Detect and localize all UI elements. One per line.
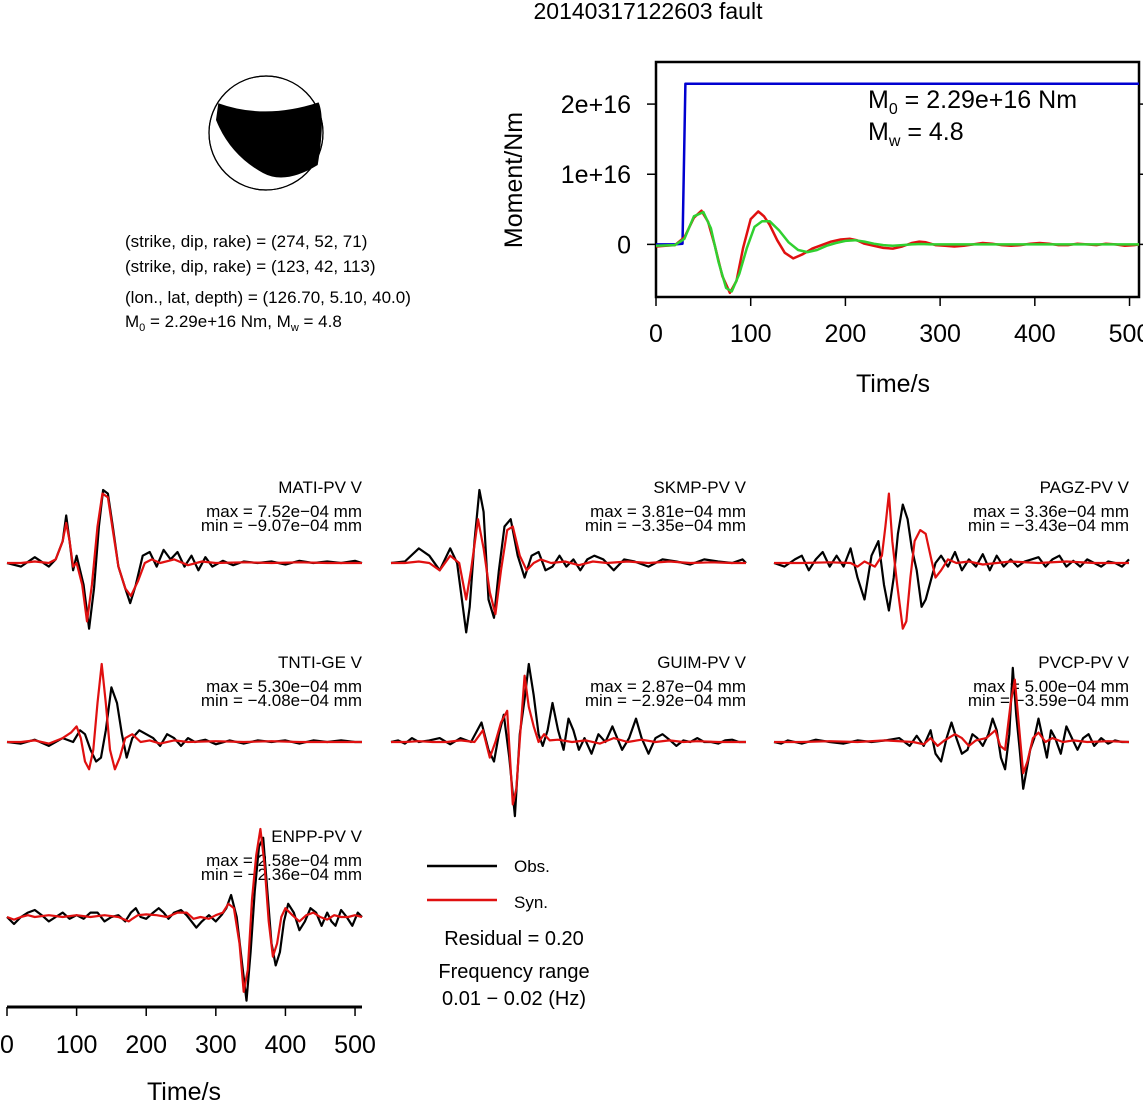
moment-prefix: M: [125, 312, 139, 331]
waveform-xlabel: Time/s: [147, 1078, 221, 1103]
mw-value: = 4.8: [900, 118, 963, 146]
beachball-icon: [208, 75, 324, 191]
m0-value: = 2.29e+16 Nm: [898, 86, 1077, 114]
station-min: min = −2.92e−04 mm: [585, 691, 746, 710]
station-max: max = 2.87e−04 mm: [590, 677, 746, 696]
frequency-range: 0.01 − 0.02 (Hz): [442, 988, 586, 1010]
mw-sub: w: [290, 322, 299, 334]
mw-label: M: [868, 118, 889, 146]
source-moment: M0 = 2.29e+16 Nm, Mw = 4.8: [125, 312, 342, 334]
residual-text: Residual = 0.20: [444, 928, 584, 950]
moment-xtick-label: 400: [1014, 320, 1056, 348]
mw-suffix: = 4.8: [299, 312, 342, 331]
moment-xlabel: Time/s: [856, 370, 930, 398]
moment-ytick-label: 2e+16: [561, 91, 631, 119]
synthetic-rate-line: [655, 209, 1140, 295]
source-rate-line: [655, 210, 1139, 293]
synthetic-trace: [774, 678, 1130, 775]
station-min: min = −3.59e−04 mm: [968, 691, 1129, 710]
nodal-plane-2: (strike, dip, rake) = (123, 42, 113): [125, 257, 376, 276]
moment-plot: 0 100 200 300 400 500 0 1e+16 2e+16 Moment/Nm Ti…: [500, 60, 1143, 398]
time-axis-tick-label: 500: [334, 1031, 376, 1059]
station-name: TNTI-GE V: [278, 653, 363, 672]
moment-xtick-label: 200: [825, 320, 867, 348]
time-axis-tick-label: 400: [265, 1031, 307, 1059]
source-location: (lon., lat, depth) = (126.70, 5.10, 40.0…: [125, 288, 411, 307]
moment-xtick-label: 300: [919, 320, 961, 348]
station-name: PAGZ-PV V: [1040, 478, 1130, 497]
frequency-label: Frequency range: [438, 961, 589, 983]
m0-label: M: [868, 86, 889, 114]
synthetic-trace: [774, 492, 1129, 630]
synthetic-trace: [391, 674, 746, 806]
station-min: min = −3.35e−04 mm: [585, 516, 746, 535]
moment-xtick-label: 500: [1109, 320, 1143, 348]
station-max: max = 3.81e−04 mm: [590, 502, 746, 521]
synthetic-trace: [7, 492, 362, 623]
synthetic-trace: [7, 662, 362, 771]
time-axis-tick-label: 0: [0, 1031, 14, 1059]
moment-xtick-label: 0: [649, 320, 663, 348]
moment-ytick-label: 1e+16: [561, 161, 631, 189]
station-name: GUIM-PV V: [657, 653, 746, 672]
station-min: min = −3.43e−04 mm: [968, 516, 1129, 535]
station-name: PVCP-PV V: [1038, 653, 1129, 672]
waveform-time-axis: 0 100 200 300 400 500: [0, 1005, 376, 1059]
station-max: max = 3.36e−04 mm: [973, 502, 1129, 521]
station-name: SKMP-PV V: [653, 478, 746, 497]
station-max: max = 2.58e−04 mm: [206, 851, 362, 870]
legend-obs-label: Obs.: [514, 857, 550, 876]
mw-sub-label: w: [888, 133, 901, 150]
legend-syn-label: Syn.: [514, 893, 548, 912]
m0-sub: 0: [889, 101, 898, 118]
mw-annotation: Mw = 4.8: [868, 118, 964, 150]
m0-annotation: M0 = 2.29e+16 Nm: [868, 86, 1077, 118]
figure-title: 20140317122603 fault: [534, 0, 764, 24]
time-axis-tick-label: 200: [125, 1031, 167, 1059]
synthetic-trace: [6, 827, 363, 993]
moment-plot-frame: [654, 60, 1141, 299]
moment-ylabel: Moment/Nm: [500, 112, 528, 248]
station-max: max = 5.30e−04 mm: [206, 677, 362, 696]
station-max: max = 7.52e−04 mm: [206, 502, 362, 521]
station-min: min = −9.07e−04 mm: [201, 516, 362, 535]
observed-trace: [773, 503, 1130, 612]
observed-trace: [390, 488, 747, 634]
time-axis-tick-label: 100: [56, 1031, 98, 1059]
station-name: MATI-PV V: [278, 478, 362, 497]
legend: Obs. Syn.: [427, 857, 550, 912]
moment-ytick-label: 0: [617, 231, 631, 259]
moment-sub: 0: [139, 322, 145, 334]
time-axis-tick-label: 300: [195, 1031, 237, 1059]
station-min: min = −2.36e−04 mm: [201, 865, 362, 884]
moment-xtick-label: 100: [730, 320, 772, 348]
moment-mid: = 2.29e+16 Nm, M: [145, 312, 291, 331]
station-min: min = −4.08e−04 mm: [201, 691, 362, 710]
synthetic-trace: [391, 518, 746, 616]
station-name: ENPP-PV V: [271, 827, 362, 846]
nodal-plane-1: (strike, dip, rake) = (274, 52, 71): [125, 232, 367, 251]
